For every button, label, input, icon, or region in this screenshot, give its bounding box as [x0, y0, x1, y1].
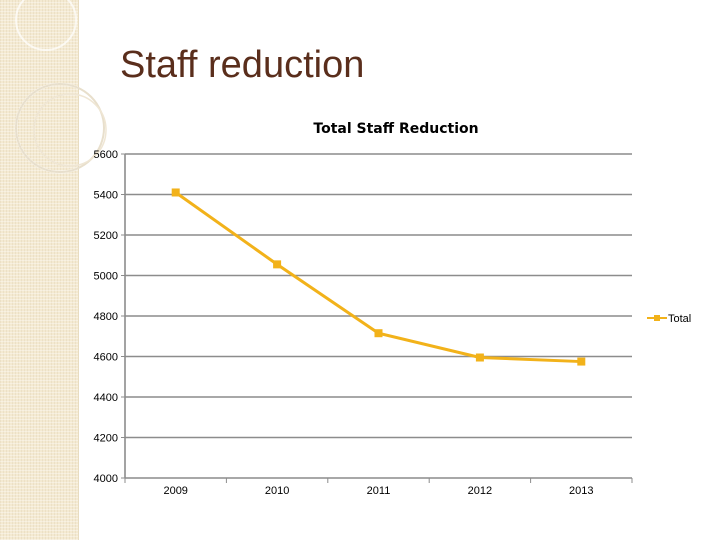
legend-marker [654, 315, 660, 321]
data-point [171, 188, 180, 197]
chart-title: Total Staff Reduction [313, 121, 478, 137]
y-tick-label: 5600 [94, 149, 118, 161]
data-point [577, 357, 586, 366]
y-tick-label: 5200 [94, 230, 118, 242]
legend-label: Total [668, 313, 691, 325]
y-tick-label: 5000 [94, 271, 118, 283]
data-point [475, 353, 484, 362]
data-point [273, 260, 282, 269]
x-tick-label: 2009 [163, 485, 187, 497]
y-tick-label: 5400 [94, 190, 118, 202]
y-tick-label: 4400 [94, 392, 118, 404]
y-tick-label: 4000 [94, 473, 118, 485]
x-tick-label: 2010 [265, 485, 289, 497]
x-tick-label: 2012 [468, 485, 492, 497]
y-tick-label: 4600 [94, 352, 118, 364]
slide-title: Staff reduction [120, 44, 365, 86]
y-tick-label: 4200 [94, 433, 118, 445]
x-tick-label: 2013 [569, 485, 593, 497]
x-tick-label: 2011 [367, 485, 391, 497]
y-tick-label: 4800 [94, 311, 118, 323]
data-point [374, 329, 383, 338]
